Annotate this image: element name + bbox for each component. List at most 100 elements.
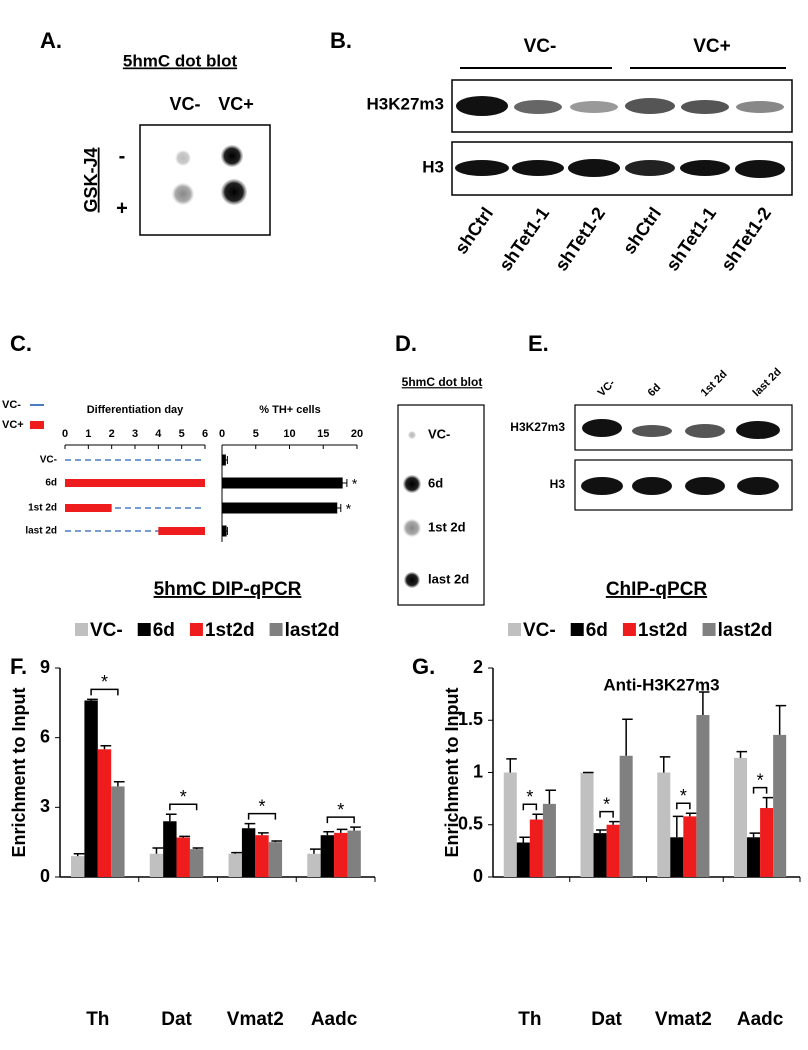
- legend-swatch: [269, 623, 283, 636]
- column-label: VC-: [170, 94, 201, 114]
- interval: [65, 479, 205, 487]
- dot: [221, 179, 247, 205]
- error-bar: [231, 851, 242, 854]
- x-tick-label: 15: [317, 428, 329, 440]
- lane-label: shCtrl: [619, 204, 665, 258]
- band: [632, 477, 672, 495]
- band: [568, 159, 620, 177]
- lane-label: VC-: [596, 377, 618, 399]
- lane-label: shTet1-2: [717, 204, 775, 275]
- dot: [403, 475, 421, 493]
- bar: [307, 853, 321, 877]
- bar: [593, 833, 607, 877]
- legend-label: VC-: [90, 620, 123, 641]
- bar: [241, 828, 256, 877]
- row-label: 6d: [428, 475, 443, 490]
- x-tick-label: Th: [86, 1009, 109, 1030]
- bar: [747, 837, 761, 877]
- bar: [696, 715, 710, 877]
- column-label: VC+: [218, 94, 254, 114]
- y-tick-label: 2: [473, 657, 483, 677]
- legend-swatch: [570, 623, 584, 636]
- row-label: last 2d: [428, 571, 469, 586]
- lane-label: last 2d: [751, 366, 784, 399]
- error-bar: [309, 848, 321, 854]
- lane-label: 6d: [646, 382, 664, 400]
- error-bar: [179, 835, 190, 838]
- error-bar: [244, 822, 256, 829]
- bar: [773, 734, 787, 877]
- dot: [172, 183, 194, 205]
- error-bar: [192, 847, 204, 850]
- error-bar: [271, 840, 283, 843]
- error-bar: [226, 527, 228, 535]
- x-tick-label: Aadc: [737, 1009, 784, 1030]
- blot-box: [139, 124, 271, 236]
- lane-label: shCtrl: [451, 204, 497, 258]
- error-bar: [336, 504, 342, 512]
- error-bar: [519, 836, 530, 843]
- bar: [111, 786, 125, 877]
- row-title: GSK-J4: [81, 147, 101, 212]
- lane-label: shTet1-1: [495, 204, 553, 275]
- bar: [221, 525, 227, 537]
- x-tick-label: 4: [155, 428, 162, 440]
- y-tick-label: 0.5: [458, 814, 483, 834]
- row-label: VC-: [428, 426, 450, 441]
- chart: VC- VC+ Differentiation day 0 1 2 3 4 5 6 VC- 6d 1st…: [2, 399, 363, 542]
- band: [680, 160, 730, 176]
- chart: ChIP-qPCR Anti-H3K27m3 Enrichment to Input…: [442, 579, 801, 1030]
- annotation: *: [258, 796, 265, 816]
- bar: [189, 849, 204, 877]
- bracket: [522, 803, 538, 811]
- annotation: *: [180, 787, 187, 807]
- interval: [158, 527, 205, 535]
- x-tick-label: 0: [62, 428, 68, 440]
- legend-swatch: [30, 421, 44, 429]
- bar: [542, 803, 556, 877]
- error-bar: [698, 691, 710, 716]
- panel-label: G.: [412, 654, 435, 679]
- bar: [503, 772, 517, 877]
- legend-label: last2d: [285, 620, 340, 641]
- error-bar: [736, 750, 748, 758]
- x-tick-label: 6: [202, 428, 208, 440]
- x-tick-label: Th: [518, 1009, 541, 1030]
- band: [625, 160, 675, 176]
- error-bar: [749, 832, 761, 838]
- row-label: 1st 2d: [28, 503, 57, 514]
- x-tick-label: Vmat2: [655, 1009, 712, 1030]
- error-bar: [100, 745, 112, 750]
- row-label: last 2d: [25, 526, 57, 537]
- error-bar: [323, 830, 335, 836]
- band: [685, 477, 725, 495]
- bar: [97, 749, 112, 877]
- x-tick-label: Aadc: [311, 1009, 358, 1030]
- error-bar: [342, 479, 348, 487]
- bar: [149, 853, 164, 877]
- x-tick-label: 5: [179, 428, 185, 440]
- band: [570, 101, 618, 113]
- bar: [683, 816, 697, 877]
- dot: [403, 519, 421, 537]
- error-bar: [506, 758, 517, 773]
- legend-swatch: [622, 623, 636, 636]
- row-label: H3: [422, 157, 444, 176]
- legend-label: VC-: [523, 620, 556, 641]
- legend-swatch: [189, 623, 203, 636]
- error-bar: [659, 756, 671, 773]
- band: [735, 160, 785, 178]
- error-bar: [762, 796, 774, 809]
- bar: [268, 842, 283, 877]
- legend-label: VC+: [2, 419, 24, 431]
- annotation: *: [346, 501, 352, 517]
- row-label: 6d: [45, 478, 57, 489]
- error-bar: [73, 853, 85, 857]
- error-bar: [87, 698, 98, 701]
- x-tick-label: 2: [109, 428, 115, 440]
- x-tick-label: Vmat2: [227, 1009, 284, 1030]
- band: [581, 477, 623, 495]
- bar: [163, 821, 177, 877]
- y-tick-label: 6: [40, 726, 50, 746]
